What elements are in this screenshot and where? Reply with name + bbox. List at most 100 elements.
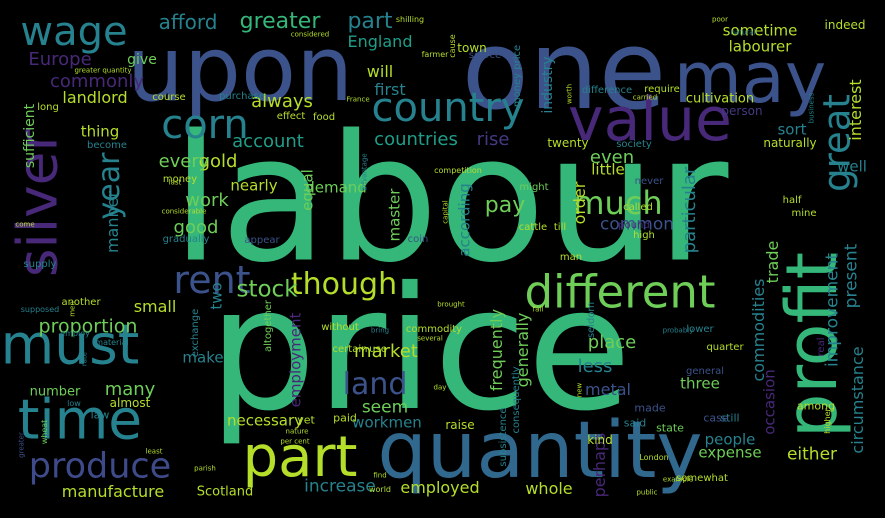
word-advantage: advantage [360, 153, 369, 191]
word-pound: pound [618, 220, 650, 231]
word-must: must [0, 312, 140, 377]
word-commodity: commodity [405, 324, 463, 335]
word-yet: yet [297, 413, 315, 427]
word-shilling: shilling [395, 15, 425, 24]
word-supply: supply [23, 259, 57, 270]
word-come: come [15, 220, 35, 229]
word-occasion: occasion [760, 369, 779, 435]
word-case: case [703, 411, 729, 425]
word-half: half [782, 195, 802, 206]
word-never: never [634, 176, 664, 187]
word-course: course [152, 92, 186, 103]
word-money: money [162, 174, 198, 185]
word-altogether: altogether [263, 300, 274, 352]
word-several: several [417, 334, 443, 343]
word-rent: rent [173, 258, 251, 302]
word-market: market [354, 341, 418, 362]
word-natural: natural [730, 28, 756, 37]
word-another: another [61, 297, 101, 308]
word-industry: industry [540, 56, 556, 114]
word-least: least [145, 447, 163, 456]
word-circumstance: circumstance [848, 346, 867, 454]
word-france: France [346, 95, 370, 104]
word-stock: stock [236, 276, 298, 303]
word-proportion: proportion [38, 315, 138, 338]
word-town: town [457, 41, 487, 55]
word-public: public [636, 488, 658, 497]
word-england: England [347, 32, 413, 51]
word-upon: upon [126, 17, 354, 122]
word-state: state [656, 421, 684, 435]
word-less: less [577, 356, 613, 377]
word-bring: bring [370, 326, 390, 335]
word-rise: rise [476, 129, 510, 150]
word-labourer: labourer [728, 37, 792, 56]
word-difference: difference [581, 85, 633, 96]
word-example: example [662, 475, 694, 484]
word-kind: kind [587, 433, 613, 447]
word-subsistence: subsistence [498, 407, 509, 467]
word-twenty: twenty [547, 136, 589, 150]
word-greater: greater [239, 9, 321, 34]
word-place: place [587, 332, 637, 353]
word-frequently: frequently [487, 308, 506, 392]
word-rate: rate [80, 351, 89, 367]
word-naturally: naturally [763, 136, 817, 150]
word-money-price: money price [512, 44, 523, 108]
word-till: till [553, 222, 567, 233]
word-either: either [786, 444, 838, 465]
word-wage: wage [20, 9, 128, 55]
word-appear: appear [244, 235, 280, 246]
word-afford: afford [158, 10, 218, 34]
word-brought: brought [437, 300, 465, 309]
word-fall: fall [532, 305, 544, 314]
word-common: common [599, 214, 675, 235]
word-might: might [519, 182, 549, 193]
word-whole: whole [525, 479, 573, 498]
word-though: though [290, 267, 398, 302]
word-price: price [208, 251, 632, 449]
word-low: low [67, 399, 81, 408]
word-manufacture: manufacture [61, 482, 165, 501]
word-employ: employ [60, 329, 90, 338]
word-increase: increase [304, 476, 376, 497]
word-master: master [385, 188, 404, 242]
word-food: food [312, 112, 336, 123]
word-well: well [837, 157, 867, 176]
word-order: order [570, 181, 589, 225]
word-trade: trade [763, 240, 782, 284]
word-gradually: gradually [162, 234, 210, 245]
word-coin: coin [407, 234, 429, 245]
word-cultivation: cultivation [685, 91, 755, 107]
word-corn: corn [161, 102, 249, 148]
word-find: find [373, 471, 387, 480]
word-day: day [433, 383, 447, 392]
word-employment: employment [286, 312, 305, 408]
word-law: law [90, 408, 110, 422]
word-competition: competition [434, 166, 482, 175]
word-consequently: consequently [511, 366, 522, 434]
word-poor: poor [712, 15, 728, 24]
word-man: man [559, 252, 583, 263]
word-employed: employed [400, 478, 480, 497]
word-sometime: sometime [722, 21, 798, 40]
word-world: world [368, 485, 392, 494]
word-three: three [680, 374, 720, 393]
word-give: give [127, 52, 157, 68]
word-scotland: Scotland [196, 484, 254, 500]
word-indeed: indeed [824, 18, 866, 32]
word-purchase: purchase [219, 91, 265, 102]
word-capital: capital [441, 200, 450, 224]
word-higher: higher [823, 408, 832, 434]
word-will: will [366, 62, 394, 81]
word-manner: manner [103, 190, 122, 254]
word-farmer: farmer [421, 50, 449, 59]
word-even: even [589, 147, 635, 168]
word-quarter: quarter [706, 342, 744, 353]
word-pay: pay [484, 193, 526, 218]
word-time: time [17, 387, 143, 452]
word-society: society [616, 139, 652, 150]
word-metal: metal [585, 380, 631, 399]
word-exchange: exchange [190, 308, 201, 358]
